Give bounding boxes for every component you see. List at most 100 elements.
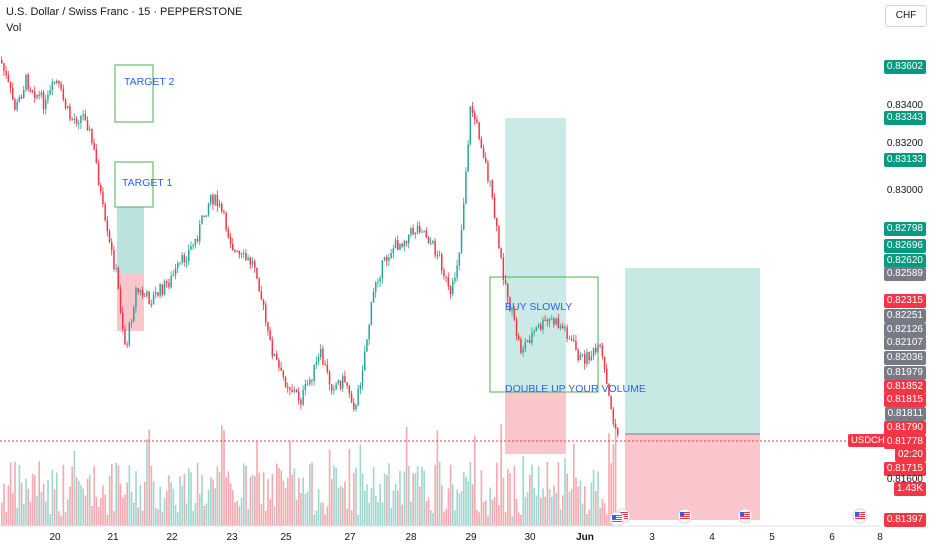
us-flag-event-icon[interactable]: [852, 508, 868, 524]
candle-body: [416, 226, 419, 233]
volume-bar: [520, 514, 522, 526]
volume-bar: [23, 503, 25, 526]
candle-body: [456, 265, 458, 278]
candle-body: [394, 240, 397, 249]
candle-body: [269, 330, 271, 340]
time-tick: 29: [465, 532, 477, 543]
volume-bar: [511, 515, 513, 526]
candle-body: [452, 281, 454, 295]
volume-bar: [236, 500, 238, 526]
long-target-zone: [505, 118, 566, 392]
candle-body: [403, 241, 406, 247]
candle-body: [62, 88, 65, 100]
volume-bar: [168, 475, 170, 526]
volume-bar: [412, 473, 414, 526]
candle-body: [214, 194, 216, 205]
volume-bar: [432, 512, 434, 526]
volume-bar: [128, 465, 131, 526]
volume-bar: [124, 494, 126, 526]
volume-bar: [544, 496, 546, 526]
candle-body: [390, 253, 392, 258]
price-label: 0.81715: [883, 462, 926, 476]
candle-body: [463, 203, 465, 230]
target-1-box: [114, 161, 154, 208]
candle-body: [181, 255, 183, 263]
candle-body: [190, 246, 192, 250]
volume-bar: [212, 479, 214, 526]
candle-body: [128, 322, 131, 346]
us-flag-event-icon[interactable]: [677, 508, 693, 524]
volume-bar: [603, 503, 606, 526]
price-label: 0.81600: [886, 474, 923, 485]
candle-body: [124, 328, 126, 345]
volume-bar: [223, 430, 225, 526]
volume-bar: [588, 509, 590, 526]
candle-body: [256, 267, 258, 279]
volume-bar: [474, 435, 476, 526]
volume-bar: [419, 486, 421, 526]
us-flag-event-icon[interactable]: [737, 508, 753, 524]
candle-body: [254, 261, 256, 268]
candle-body: [284, 377, 287, 387]
volume-bar: [157, 509, 159, 526]
volume-bar: [414, 473, 417, 526]
candle-body: [159, 284, 161, 296]
event-flags: [609, 508, 868, 527]
candle-body: [386, 256, 388, 261]
candle-body: [432, 241, 434, 243]
volume-bar: [509, 473, 511, 526]
volume-bar: [5, 511, 7, 526]
price-label: 0.81397: [883, 513, 926, 527]
candle-body: [570, 338, 573, 340]
us-flag-event-icon[interactable]: [609, 511, 625, 527]
candle-body: [106, 220, 109, 232]
candle-body: [58, 80, 60, 84]
candle-body: [579, 354, 582, 360]
candle-body: [603, 356, 606, 370]
volume-bar: [185, 503, 188, 526]
volume-bar: [188, 468, 190, 526]
volume-bar: [49, 513, 51, 526]
volume-bar: [51, 469, 54, 526]
volume-bar: [579, 480, 582, 526]
volume-bar: [161, 511, 164, 526]
volume-bar: [240, 497, 243, 526]
price-label: 0.81790: [883, 421, 926, 435]
volume-bar: [111, 463, 113, 526]
volume-bar: [276, 463, 278, 526]
candle-body: [157, 292, 159, 296]
volume-bar: [515, 499, 518, 526]
volume-indicator-label[interactable]: Vol: [6, 22, 22, 34]
volume-bar: [553, 485, 555, 526]
volume-bar: [122, 497, 124, 526]
candle-body: [212, 194, 214, 205]
candle-body: [93, 143, 95, 150]
volume-bar: [150, 465, 153, 526]
volume-bar: [133, 502, 135, 526]
candle-body: [412, 228, 414, 235]
candle-body: [238, 251, 241, 255]
target-2-box: [114, 64, 154, 123]
volume-bar: [364, 490, 366, 526]
volume-bar: [9, 462, 12, 526]
candle-body: [485, 157, 487, 163]
volume-bar: [245, 465, 247, 526]
volume-bar: [383, 473, 386, 526]
volume-bar: [324, 514, 326, 526]
volume-bar: [344, 481, 346, 526]
candle-body: [498, 226, 500, 249]
volume-bar: [430, 510, 432, 526]
currency-button[interactable]: CHF: [885, 5, 927, 27]
candle-body: [337, 380, 340, 384]
candle-body: [313, 364, 315, 381]
volume-bar: [86, 478, 89, 526]
volume-bar: [317, 489, 320, 526]
candle-body: [427, 237, 430, 244]
volume-bar: [592, 469, 595, 526]
volume-bar: [526, 492, 529, 526]
volume-bar: [194, 502, 197, 526]
candle-body: [564, 327, 566, 329]
volume-bar: [196, 462, 199, 526]
candle-body: [163, 281, 166, 295]
